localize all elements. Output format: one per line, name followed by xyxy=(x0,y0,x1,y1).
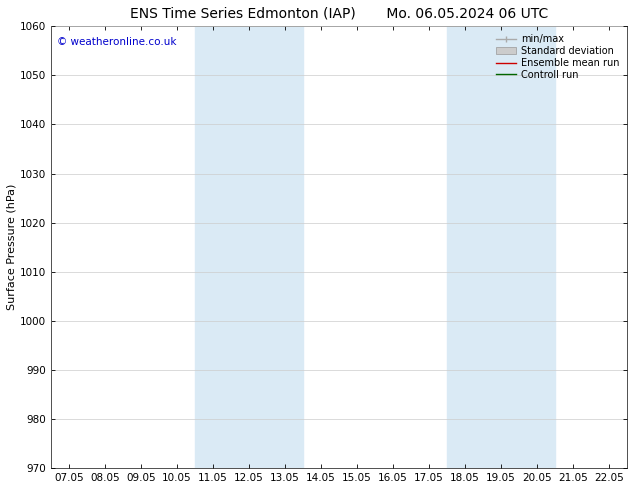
Bar xyxy=(447,26,555,468)
Title: ENS Time Series Edmonton (IAP)       Mo. 06.05.2024 06 UTC: ENS Time Series Edmonton (IAP) Mo. 06.05… xyxy=(130,7,548,21)
Text: © weatheronline.co.uk: © weatheronline.co.uk xyxy=(56,37,176,48)
Y-axis label: Surface Pressure (hPa): Surface Pressure (hPa) xyxy=(7,184,17,311)
Bar xyxy=(195,26,303,468)
Legend: min/max, Standard deviation, Ensemble mean run, Controll run: min/max, Standard deviation, Ensemble me… xyxy=(493,31,622,83)
